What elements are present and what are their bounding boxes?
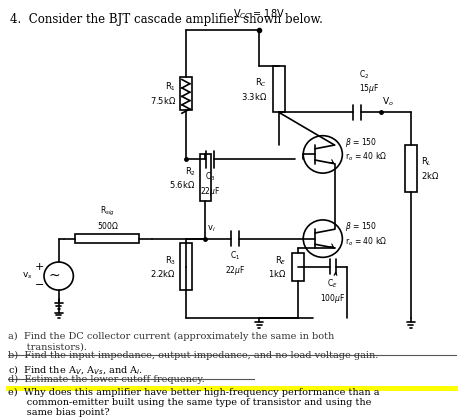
FancyBboxPatch shape bbox=[200, 154, 211, 201]
Text: R$_1$
7.5k$\Omega$: R$_1$ 7.5k$\Omega$ bbox=[150, 81, 176, 106]
Text: V$_{CC}$ = 18V: V$_{CC}$ = 18V bbox=[233, 7, 285, 20]
FancyBboxPatch shape bbox=[292, 252, 304, 281]
Text: +: + bbox=[35, 262, 44, 272]
Text: d)  Estimate the lower cutoff frequency.: d) Estimate the lower cutoff frequency. bbox=[8, 375, 205, 385]
Text: v$_i$: v$_i$ bbox=[207, 224, 216, 234]
FancyBboxPatch shape bbox=[75, 234, 139, 243]
Text: ~: ~ bbox=[49, 269, 61, 283]
Text: C$_2$
15$\mu$F: C$_2$ 15$\mu$F bbox=[359, 68, 380, 95]
Text: R$_C$
3.3k$\Omega$: R$_C$ 3.3k$\Omega$ bbox=[241, 76, 267, 102]
Text: v$_s$: v$_s$ bbox=[22, 271, 32, 281]
FancyBboxPatch shape bbox=[405, 145, 417, 192]
Text: C$_3$
22$\mu$F: C$_3$ 22$\mu$F bbox=[200, 170, 220, 198]
Text: C$_E$
100$\mu$F: C$_E$ 100$\mu$F bbox=[320, 278, 345, 305]
Text: R$_E$
1k$\Omega$: R$_E$ 1k$\Omega$ bbox=[268, 254, 287, 279]
Text: $\beta$ = 150
r$_o$ = 40 k$\Omega$: $\beta$ = 150 r$_o$ = 40 k$\Omega$ bbox=[345, 136, 387, 163]
Text: R$_{sig}$
500$\Omega$: R$_{sig}$ 500$\Omega$ bbox=[97, 205, 118, 231]
Text: V$_o$: V$_o$ bbox=[383, 95, 394, 107]
Text: −: − bbox=[35, 280, 44, 291]
FancyBboxPatch shape bbox=[180, 243, 191, 290]
Text: e)  Why does this amplifier have better high-frequency performance than a
      : e) Why does this amplifier have better h… bbox=[8, 387, 379, 417]
Text: b)  Find the input impedance, output impedance, and no load voltage gain.: b) Find the input impedance, output impe… bbox=[8, 351, 378, 360]
FancyBboxPatch shape bbox=[180, 77, 191, 110]
Text: c)  Find the A$_V$, A$_{Vs}$, and A$_i$.: c) Find the A$_V$, A$_{Vs}$, and A$_i$. bbox=[8, 363, 143, 377]
Text: R$_2$
5.6k$\Omega$: R$_2$ 5.6k$\Omega$ bbox=[169, 165, 196, 191]
Text: $\beta$ = 150
r$_o$ = 40 k$\Omega$: $\beta$ = 150 r$_o$ = 40 k$\Omega$ bbox=[345, 220, 387, 247]
Text: R$_3$
2.2k$\Omega$: R$_3$ 2.2k$\Omega$ bbox=[150, 254, 176, 279]
FancyBboxPatch shape bbox=[6, 387, 458, 418]
Text: a)  Find the DC collector current (approximately the same in both
      transist: a) Find the DC collector current (approx… bbox=[8, 332, 334, 352]
FancyBboxPatch shape bbox=[273, 66, 285, 112]
Text: 4.  Consider the BJT cascade amplifier shown below.: 4. Consider the BJT cascade amplifier sh… bbox=[10, 13, 323, 26]
Text: C$_1$
22$\mu$F: C$_1$ 22$\mu$F bbox=[225, 250, 245, 277]
Text: R$_L$
2k$\Omega$: R$_L$ 2k$\Omega$ bbox=[420, 156, 439, 181]
